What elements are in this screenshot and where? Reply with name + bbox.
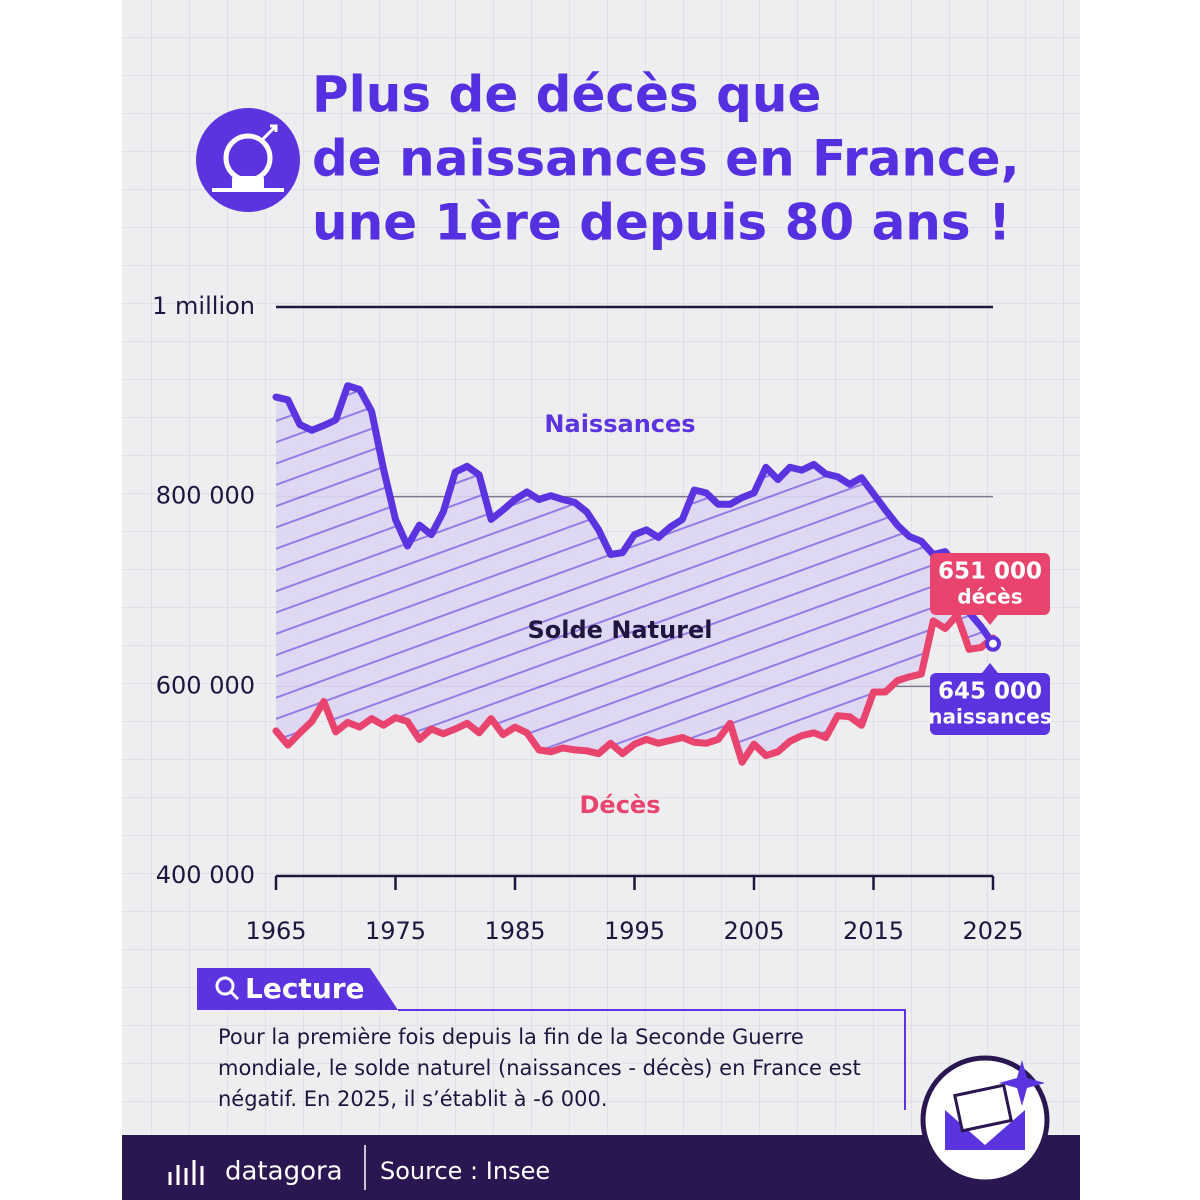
series-line xyxy=(272,382,997,648)
callout-box xyxy=(930,553,1050,615)
callout-value: 645 000 xyxy=(938,679,1042,705)
callout-tip xyxy=(982,615,998,625)
x-tick-label: 1985 xyxy=(484,917,545,945)
callout-label: décès xyxy=(957,585,1022,609)
title-line: Plus de décès que xyxy=(312,66,821,124)
y-tick-label: 600 000 xyxy=(156,671,255,699)
title-line: de naissances en France, xyxy=(312,130,1020,188)
area-label: Solde Naturel xyxy=(528,616,713,644)
icon xyxy=(196,108,300,212)
title-line: une 1ère depuis 80 ans ! xyxy=(312,194,1011,252)
footer-bar xyxy=(122,1135,1080,1200)
callout-tip xyxy=(982,663,998,673)
end-marker xyxy=(985,635,1001,652)
series-label: Décès xyxy=(580,791,661,819)
x-tick-label: 2005 xyxy=(723,917,784,945)
footer-logo xyxy=(168,1160,204,1185)
x-tick-label: 1975 xyxy=(365,917,426,945)
lecture-title: Lecture xyxy=(245,972,365,1005)
x-tick-label: 2025 xyxy=(962,917,1023,945)
plot: 400 000 600 000 800 000 1 million 1965 1975 19… xyxy=(152,292,1052,945)
callout-value: 651 000 xyxy=(938,559,1042,585)
x-tick-label: 2015 xyxy=(843,917,904,945)
series-line xyxy=(272,611,997,766)
y-tick-label: 800 000 xyxy=(156,482,255,510)
lecture-header: Lecture xyxy=(197,968,906,1110)
callout-label: naissances xyxy=(928,705,1051,729)
x-tick-label: 1965 xyxy=(245,917,306,945)
y-tick-label: 400 000 xyxy=(156,861,255,889)
series-label: Naissances xyxy=(544,410,695,438)
y-tick-label: 1 million xyxy=(152,292,255,320)
footer-source: Source : Insee xyxy=(380,1157,550,1185)
x-tick-label: 1995 xyxy=(604,917,665,945)
callout-box xyxy=(930,673,1050,735)
newsletter-badge[interactable] xyxy=(920,1055,1050,1185)
lecture-text: Pour la première fois depuis la fin de l… xyxy=(218,1025,861,1111)
footer-brand: datagora xyxy=(225,1157,343,1187)
